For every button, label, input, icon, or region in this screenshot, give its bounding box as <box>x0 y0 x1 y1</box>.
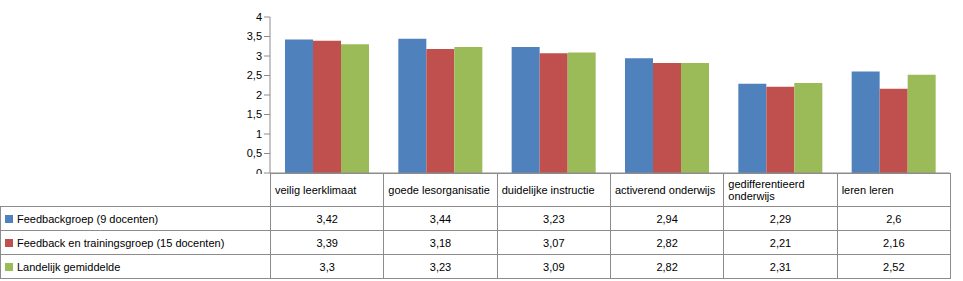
html-text:3,23: 3,23 <box>543 212 565 225</box>
html-text:3,18: 3,18 <box>429 236 452 249</box>
html-text:2,52: 2,52 <box>883 260 905 273</box>
svg-text:0,5: 0,5 <box>247 147 262 159</box>
html-text:goede lesorganisatie: goede lesorganisatie <box>388 184 490 196</box>
html-text:2,6: 2,6 <box>886 212 902 225</box>
html-text:3,42: 3,42 <box>316 212 338 225</box>
html-text:3,23: 3,23 <box>429 260 452 273</box>
html-text:activerend onderwijs: activerend onderwijs <box>615 184 716 196</box>
html-text:Feedbackgroep (9 docenten): Feedbackgroep (9 docenten) <box>17 213 159 225</box>
html-text:3,07: 3,07 <box>543 236 565 249</box>
html-text:leren leren: leren leren <box>841 184 894 196</box>
html-text:2,29: 2,29 <box>769 212 792 225</box>
html-text:duidelijke instructie: duidelijke instructie <box>501 184 595 196</box>
html-text:2,21: 2,21 <box>769 236 792 249</box>
html-text:Feedback en trainingsgroep (15: Feedback en trainingsgroep (15 docenten) <box>17 237 225 249</box>
html-text:Landelijk gemiddelde: Landelijk gemiddelde <box>17 261 121 273</box>
html-text:2,31: 2,31 <box>769 260 792 273</box>
svg-text:4: 4 <box>256 11 262 23</box>
svg-text:1: 1 <box>256 128 262 140</box>
svg-text:3,5: 3,5 <box>247 30 262 42</box>
html-text:2,82: 2,82 <box>656 260 678 273</box>
html-text:2,94: 2,94 <box>656 212 678 225</box>
html-text:3,44: 3,44 <box>429 212 452 225</box>
html-text:2,82: 2,82 <box>656 236 678 249</box>
svg-text:3: 3 <box>256 50 262 62</box>
svg-text:2,5: 2,5 <box>247 69 262 81</box>
html-text:3,39: 3,39 <box>316 236 338 249</box>
svg-text:1,5: 1,5 <box>247 108 262 120</box>
html-text:veilig leerklimaat: veilig leerklimaat <box>275 184 357 196</box>
html-text:3,3: 3,3 <box>319 260 335 273</box>
svg-text:2: 2 <box>256 89 262 101</box>
html-text:2,16: 2,16 <box>883 236 905 249</box>
html-text:gedifferentieerd onderwijs: gedifferentieerd onderwijs <box>728 178 805 202</box>
html-text:3,09: 3,09 <box>543 260 565 273</box>
